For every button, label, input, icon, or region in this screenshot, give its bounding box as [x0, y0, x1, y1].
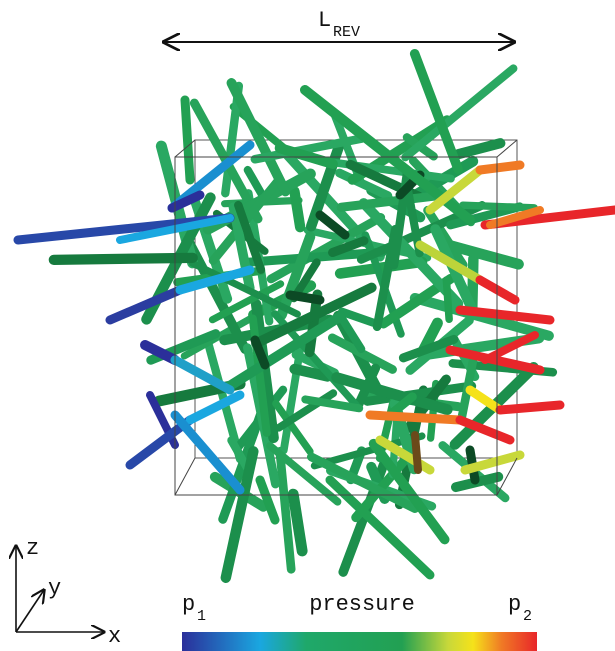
- tube: [180, 95, 195, 185]
- coordinate-axes: [16, 546, 104, 632]
- tube: [409, 48, 463, 174]
- tube: [415, 240, 485, 285]
- tube: [335, 168, 393, 201]
- tube: [368, 438, 450, 545]
- tube: [337, 307, 378, 327]
- tube: [279, 341, 305, 455]
- scale-label-subscript: REV: [333, 24, 360, 41]
- tube: [243, 165, 268, 201]
- tube: [272, 399, 314, 456]
- axis-label-z: z: [26, 536, 39, 561]
- tube: [226, 78, 291, 197]
- tube: [301, 395, 364, 413]
- tube: [475, 160, 525, 175]
- tube: [375, 435, 435, 475]
- tube: [224, 311, 346, 392]
- tube: [442, 276, 453, 324]
- tube: [243, 247, 388, 267]
- tube: [336, 312, 366, 354]
- y-axis: [15, 590, 44, 633]
- colorbar: [182, 632, 537, 651]
- tube: [48, 252, 198, 265]
- tube: [327, 333, 397, 374]
- tube: [105, 285, 185, 325]
- tube: [175, 265, 255, 295]
- tube: [455, 305, 555, 325]
- tube: [331, 372, 453, 416]
- cube-edge: [496, 139, 518, 158]
- tube: [289, 363, 333, 382]
- tube: [266, 441, 342, 506]
- tube: [287, 488, 308, 557]
- tube: [170, 410, 245, 495]
- tube: [255, 475, 280, 525]
- tube: [276, 231, 316, 321]
- tube: [486, 206, 544, 229]
- tube: [495, 400, 565, 415]
- colorbar-right-subscript: 2: [523, 608, 532, 625]
- tube: [481, 331, 539, 364]
- tube: [358, 198, 464, 309]
- cube-edge: [496, 457, 518, 496]
- cube-front: [174, 139, 518, 496]
- tube: [455, 415, 515, 445]
- tube: [362, 381, 477, 406]
- tube: [274, 143, 338, 169]
- tube: [170, 355, 235, 395]
- tube: [328, 236, 369, 258]
- tube: [208, 280, 285, 324]
- tube: [372, 224, 400, 332]
- tube: [289, 186, 306, 233]
- axis-label-x: x: [108, 624, 121, 649]
- tube: [445, 345, 545, 375]
- tube: [325, 475, 435, 580]
- colorbar-title: pressure: [309, 592, 415, 617]
- tube: [275, 446, 296, 574]
- tube: [227, 436, 251, 472]
- tube: [167, 190, 205, 213]
- tube: [411, 431, 422, 474]
- tube: [459, 201, 538, 212]
- tube: [285, 290, 325, 305]
- tube: [457, 349, 479, 423]
- tube: [401, 64, 518, 162]
- colorbar-left-label: p: [182, 592, 195, 617]
- cube-edge: [174, 139, 196, 158]
- tube-network: [13, 48, 615, 583]
- tube: [266, 213, 386, 284]
- tube: [188, 259, 301, 318]
- tube: [250, 335, 270, 370]
- colorbar-right-label: p: [508, 592, 521, 617]
- tube: [460, 450, 525, 475]
- scale-label: L: [318, 8, 331, 33]
- tube: [304, 289, 323, 358]
- tube: [398, 334, 459, 363]
- tube: [453, 138, 506, 160]
- axis-label-y: y: [48, 576, 61, 601]
- tube: [251, 282, 377, 349]
- tube: [441, 239, 524, 270]
- tube: [365, 410, 465, 425]
- tube: [250, 299, 279, 444]
- tube: [430, 224, 480, 319]
- tube: [425, 165, 485, 215]
- colorbar-left-subscript: 1: [197, 608, 206, 625]
- tube: [234, 200, 266, 274]
- tube: [140, 340, 180, 365]
- tube: [315, 156, 455, 183]
- cube-face: [174, 156, 498, 496]
- tube: [336, 190, 445, 212]
- tube: [423, 205, 468, 270]
- tube: [220, 446, 259, 583]
- tube: [250, 134, 367, 164]
- tube: [465, 385, 505, 415]
- tube: [306, 452, 420, 514]
- tube: [315, 210, 350, 240]
- cube-edge: [174, 457, 196, 496]
- tube: [185, 390, 245, 425]
